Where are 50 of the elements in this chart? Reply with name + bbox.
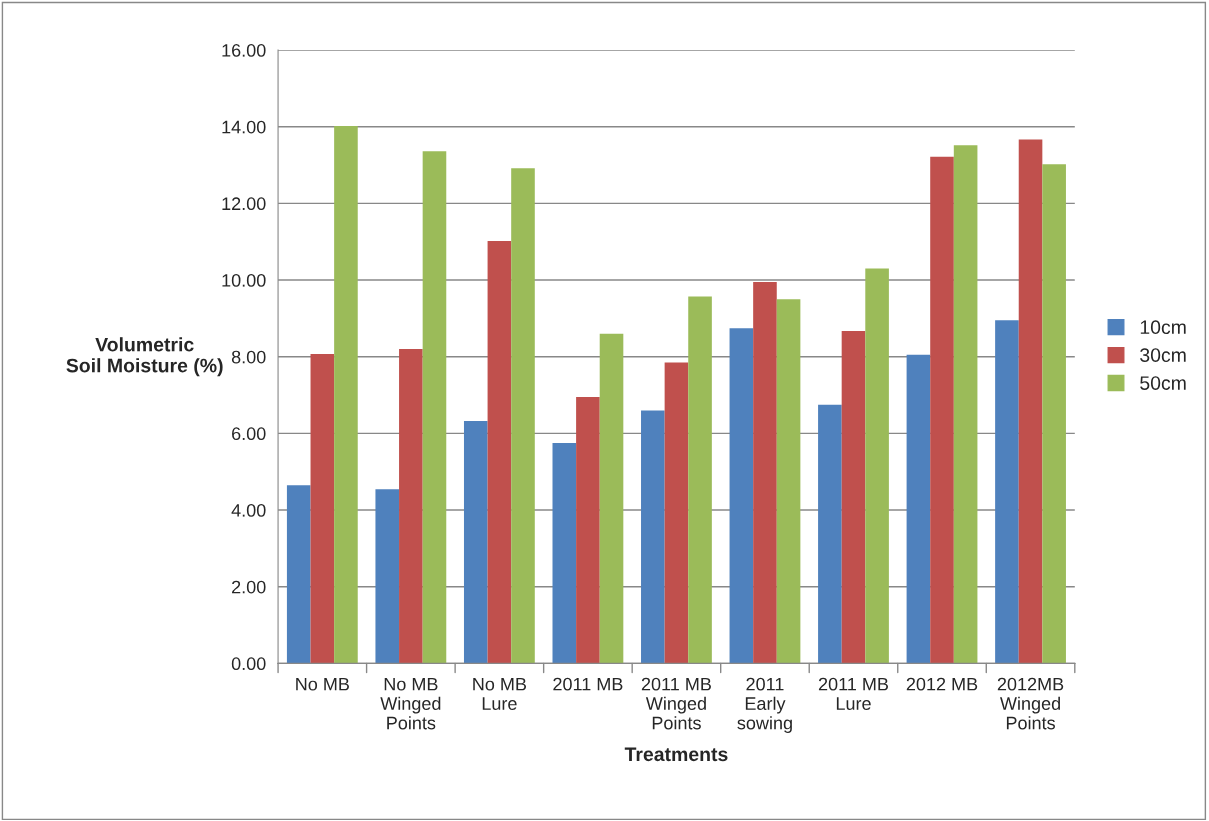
bar <box>1042 164 1066 664</box>
y-tick-label: 16.00 <box>222 44 266 57</box>
x-tick-label: No MB <box>296 677 349 691</box>
bar <box>375 489 400 664</box>
bar <box>865 268 889 664</box>
bar <box>688 296 712 664</box>
x-tick-label: 2011 MB <box>553 677 623 691</box>
y-axis-title: Volumetric Soil Moisture (%) <box>66 337 223 377</box>
x-tick-label: 2012MB Winged Points <box>997 677 1064 730</box>
x-tick-label: 2011 MB Winged Points <box>641 677 711 730</box>
bar <box>1018 139 1043 664</box>
y-tick-label: 0.00 <box>231 657 266 671</box>
x-tick-label: No MB Winged Points <box>380 677 441 730</box>
x-tick-label: 2012 MB <box>906 677 978 691</box>
y-tick-label: 14.00 <box>222 120 266 134</box>
y-tick-label: 8.00 <box>231 350 266 364</box>
bar <box>399 349 423 664</box>
bar <box>641 410 665 664</box>
bar <box>729 328 754 664</box>
legend-label: 30cm <box>1140 348 1186 362</box>
bar <box>818 404 842 664</box>
y-tick-label: 2.00 <box>232 580 266 594</box>
bar <box>841 331 866 664</box>
bar <box>511 168 535 664</box>
legend-label: 10cm <box>1140 320 1186 335</box>
bar <box>664 362 689 664</box>
y-tick-label: 4.00 <box>231 503 266 517</box>
y-tick-label: 10.00 <box>222 274 266 287</box>
bar <box>599 333 624 664</box>
bar <box>310 354 335 664</box>
bar <box>552 442 577 664</box>
x-tick-label: 2011 Early sowing <box>737 677 792 733</box>
bar <box>576 396 600 664</box>
bar <box>422 151 447 664</box>
bar <box>930 156 954 664</box>
bar <box>334 125 358 664</box>
bar <box>953 145 978 664</box>
x-tick-label: No MB Lure <box>473 677 527 710</box>
y-tick-label: 6.00 <box>232 427 266 441</box>
y-tick-label: 12.00 <box>222 197 266 211</box>
bar <box>286 485 311 664</box>
x-axis-title: Treatments <box>624 747 728 762</box>
bar <box>463 421 488 664</box>
bar <box>906 354 931 664</box>
bar <box>995 320 1019 664</box>
bar <box>776 299 801 664</box>
x-tick-label: 2011 MB Lure <box>818 677 888 710</box>
bar <box>753 281 777 664</box>
legend-label: 50cm <box>1140 376 1186 390</box>
bar <box>487 240 512 664</box>
